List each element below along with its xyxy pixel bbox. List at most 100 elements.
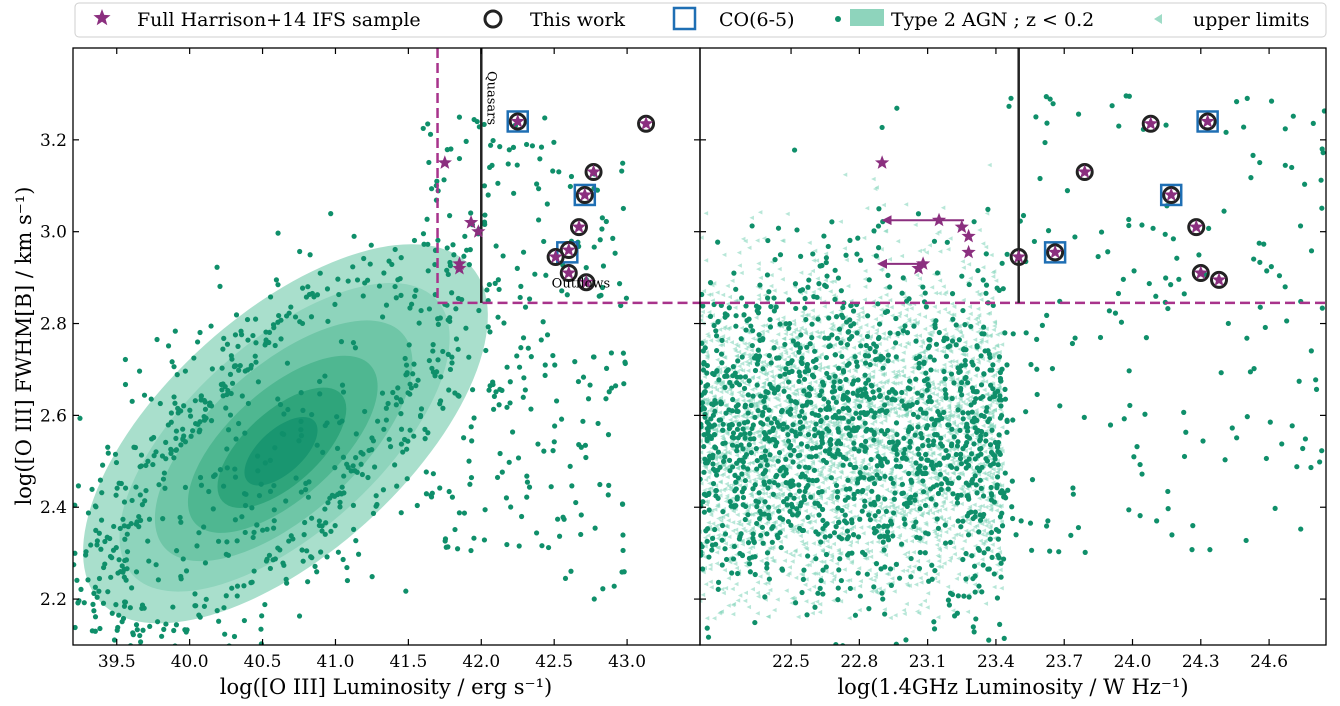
agn-point	[707, 313, 714, 319]
agn-point	[764, 531, 770, 537]
agn-point	[418, 406, 425, 412]
agn-point	[232, 466, 238, 472]
upper-limit-point	[744, 359, 749, 365]
agn-point	[837, 451, 843, 457]
upper-limit-point	[712, 455, 718, 460]
upper-limit-point	[947, 558, 952, 563]
agn-point	[599, 215, 605, 221]
agn-point	[426, 306, 432, 312]
upper-limit-point	[769, 555, 774, 561]
agn-point	[275, 396, 281, 402]
upper-limit-point	[824, 476, 829, 481]
agn-point	[468, 547, 474, 554]
agn-point	[398, 510, 404, 516]
agn-point	[300, 407, 306, 413]
agn-point	[77, 415, 83, 421]
agn-point	[898, 541, 905, 547]
upper-limit-point	[767, 587, 773, 593]
agn-point	[805, 432, 812, 438]
upper-limit-point	[874, 185, 879, 190]
agn-point	[426, 159, 432, 166]
agn-point	[352, 468, 358, 474]
agn-point	[203, 415, 209, 421]
upper-limit-point	[750, 431, 756, 436]
agn-point	[817, 585, 823, 591]
upper-limit-point	[768, 458, 774, 463]
upper-limit-point	[911, 507, 917, 512]
agn-point	[254, 453, 261, 459]
agn-point	[516, 543, 522, 549]
upper-limit-point	[770, 378, 776, 384]
upper-limit-point	[829, 579, 835, 584]
agn-point	[847, 486, 853, 492]
agn-point	[831, 379, 837, 385]
upper-limit-point	[856, 351, 861, 356]
agn-point	[734, 426, 741, 432]
upper-limit-point	[974, 441, 980, 447]
upper-limit-point	[949, 301, 955, 307]
agn-point	[719, 522, 726, 529]
upper-limit-point	[790, 383, 796, 389]
agn-point	[766, 479, 773, 485]
agn-point	[968, 323, 974, 330]
agn-point	[180, 426, 186, 432]
agn-point	[421, 241, 427, 247]
agn-point	[154, 336, 160, 343]
upper-limit-point	[714, 561, 720, 566]
upper-limit-point	[749, 215, 754, 221]
agn-point	[766, 512, 772, 518]
agn-point	[756, 332, 762, 338]
upper-limit-point	[763, 521, 769, 526]
agn-point	[440, 405, 446, 411]
upper-limit-point	[758, 445, 763, 450]
upper-limit-point	[722, 447, 728, 453]
agn-point	[753, 303, 760, 309]
upper-limit-point	[972, 410, 978, 416]
agn-point	[758, 420, 764, 426]
agn-point	[491, 393, 497, 399]
agn-point	[155, 577, 161, 583]
agn-point	[466, 458, 472, 464]
agn-point	[925, 437, 931, 443]
upper-limit-point	[706, 468, 712, 474]
agn-point	[122, 356, 128, 363]
upper-limit-point	[703, 339, 708, 345]
agn-point	[73, 666, 78, 671]
agn-point	[481, 121, 487, 128]
agn-point	[754, 382, 760, 388]
agn-point	[518, 345, 524, 351]
agn-point	[745, 512, 751, 518]
agn-point	[585, 396, 592, 402]
agn-point	[846, 431, 852, 437]
agn-point	[544, 332, 551, 338]
agn-point	[722, 384, 728, 390]
agn-point	[317, 378, 323, 385]
upper-limit-point	[837, 349, 842, 355]
upper-limit-point	[941, 284, 946, 289]
upper-limit-point	[746, 352, 751, 357]
upper-limit-point	[935, 477, 940, 483]
upper-limit-point	[844, 502, 850, 508]
agn-point	[81, 600, 87, 606]
upper-limit-point	[904, 601, 909, 607]
upper-limit-point	[931, 475, 937, 480]
upper-limit-point	[770, 544, 776, 550]
upper-limit-point	[745, 341, 751, 346]
upper-limit-point	[819, 466, 824, 471]
agn-point	[414, 502, 420, 509]
upper-limit-point	[726, 603, 731, 608]
upper-limit-point	[802, 289, 808, 295]
upper-limit-point	[940, 205, 946, 210]
upper-limit-point	[868, 443, 873, 449]
agn-point	[256, 492, 263, 499]
upper-limit-point	[789, 600, 794, 606]
agn-point	[733, 323, 739, 329]
agn-point	[799, 408, 805, 415]
agn-point	[934, 270, 941, 276]
upper-limit-point	[915, 396, 920, 401]
agn-point	[208, 323, 214, 329]
upper-limit-point	[917, 276, 922, 281]
upper-limit-point	[888, 402, 894, 407]
agn-point	[73, 502, 78, 508]
upper-limit-point	[909, 422, 914, 428]
